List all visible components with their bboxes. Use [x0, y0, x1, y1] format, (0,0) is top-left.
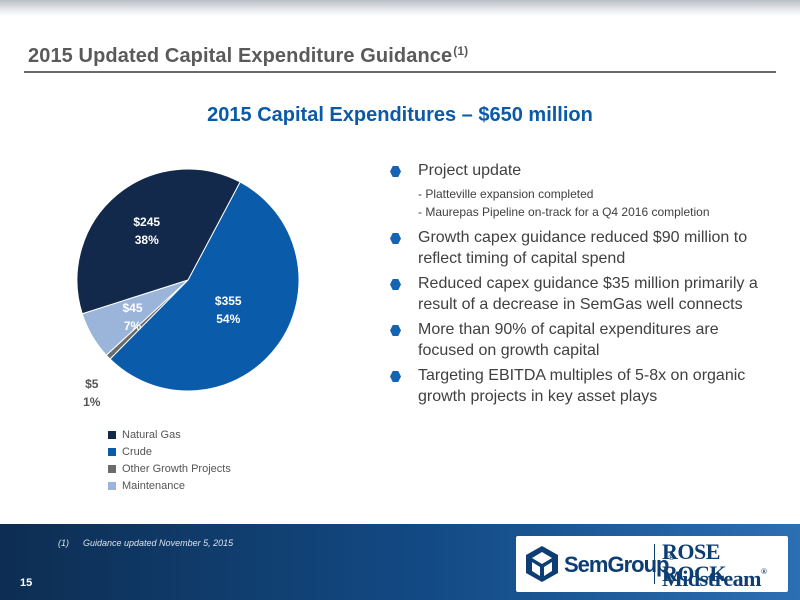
- pie-label-crude: $355 54%: [208, 292, 248, 328]
- legend-label: Crude: [122, 446, 152, 458]
- hexagon-bullet-icon: [390, 166, 401, 177]
- pie-label-percent: 38%: [127, 231, 167, 249]
- footnote-text: Guidance updated November 5, 2015: [83, 538, 233, 548]
- pie-label-amount: $355: [208, 292, 248, 310]
- legend-label: Maintenance: [122, 480, 185, 492]
- top-band: [0, 0, 800, 16]
- pie-label-amount: $45: [112, 299, 152, 317]
- bullet-item: Reduced capex guidance $35 million prima…: [390, 273, 770, 315]
- bullet-text: Project update: [418, 162, 521, 179]
- sub-bullet: - Maurepas Pipeline on-track for a Q4 20…: [390, 203, 770, 221]
- footnote-ref: (1): [58, 538, 69, 548]
- semgroup-logo-text: SemGroup®: [564, 552, 673, 578]
- legend-swatch: [108, 465, 116, 473]
- bullet-item: Project update: [390, 160, 770, 181]
- title-rule: [24, 71, 776, 73]
- hexagon-bullet-icon: [390, 279, 401, 290]
- bullet-text: More than 90% of capital expenditures ar…: [418, 321, 719, 359]
- pie-label-maintenance: $45 7%: [112, 299, 152, 335]
- bullet-text: Growth capex guidance reduced $90 millio…: [418, 229, 747, 267]
- pie-label-other-growth-projects: $5 1%: [72, 375, 112, 411]
- pie-label-amount: $245: [127, 213, 167, 231]
- legend-label: Natural Gas: [122, 429, 181, 441]
- footnote: (1) Guidance updated November 5, 2015: [58, 538, 233, 548]
- legend-item: Other Growth Projects: [108, 460, 231, 477]
- roserock-logo-bottom: Midstream®: [662, 561, 766, 590]
- hexagon-bullet-icon: [390, 325, 401, 336]
- legend-item: Crude: [108, 443, 231, 460]
- pie-label-natural-gas: $245 38%: [127, 213, 167, 249]
- legend-item: Maintenance: [108, 477, 231, 494]
- logo-divider: [654, 544, 655, 584]
- bullet-text: Reduced capex guidance $35 million prima…: [418, 275, 758, 313]
- legend-label: Other Growth Projects: [122, 463, 231, 475]
- legend-swatch: [108, 482, 116, 490]
- pie-label-percent: 54%: [208, 310, 248, 328]
- bullet-item: More than 90% of capital expenditures ar…: [390, 319, 770, 361]
- pie-label-percent: 1%: [72, 393, 112, 411]
- page-title: 2015 Updated Capital Expenditure Guidanc…: [28, 44, 468, 68]
- pie-label-percent: 7%: [112, 317, 152, 335]
- title-footnote-ref: (1): [453, 44, 468, 58]
- chart-subtitle: 2015 Capital Expenditures – $650 million: [0, 104, 800, 127]
- hexagon-bullet-icon: [390, 371, 401, 382]
- legend-swatch: [108, 431, 116, 439]
- pie-label-amount: $5: [72, 375, 112, 393]
- sub-bullet: - Platteville expansion completed: [390, 185, 770, 203]
- bullet-text: Targeting EBITDA multiples of 5-8x on or…: [418, 367, 745, 405]
- page-number: 15: [20, 577, 32, 589]
- chart-legend: Natural Gas Crude Other Growth Projects Mai…: [108, 426, 231, 494]
- hexagon-bullet-icon: [390, 233, 401, 244]
- bullet-item: Growth capex guidance reduced $90 millio…: [390, 227, 770, 269]
- legend-item: Natural Gas: [108, 426, 231, 443]
- logos: SemGroup® ROSE ROCK Midstream®: [516, 536, 788, 592]
- legend-swatch: [108, 448, 116, 456]
- bullet-list: Project update - Platteville expansion co…: [390, 160, 770, 411]
- bullet-item: Targeting EBITDA multiples of 5-8x on or…: [390, 365, 770, 407]
- semgroup-cube-icon: [524, 544, 560, 584]
